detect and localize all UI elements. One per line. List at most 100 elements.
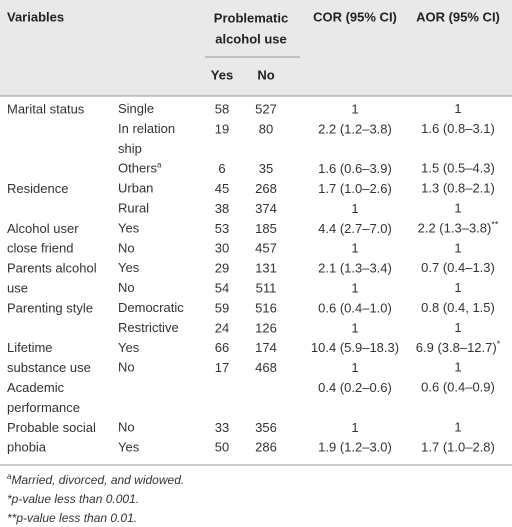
level-label: Restrictive bbox=[118, 320, 179, 335]
count-yes: 30 bbox=[215, 241, 229, 256]
count-yes: 19 bbox=[215, 121, 229, 136]
cor-value: 1.7 (1.0–2.6) bbox=[318, 181, 392, 196]
cor-value: 1 bbox=[351, 241, 358, 256]
count-yes: 50 bbox=[215, 440, 229, 455]
variable-label: use bbox=[7, 281, 28, 296]
count-no: 131 bbox=[255, 261, 277, 276]
cor-value: 1 bbox=[351, 201, 358, 216]
level-text: Rural bbox=[118, 201, 149, 216]
level-label: No bbox=[118, 281, 135, 296]
level-label: Single bbox=[118, 101, 154, 116]
cor-value: 1 bbox=[351, 320, 358, 335]
cor-value: 10.4 (5.9–18.3) bbox=[311, 340, 399, 355]
footnote-text: Married, divorced, and widowed. bbox=[11, 473, 184, 487]
header-yes: Yes bbox=[211, 67, 233, 82]
aor-text: 1.3 (0.8–2.1) bbox=[421, 181, 495, 196]
aor-text: 1.7 (1.0–2.8) bbox=[421, 440, 495, 455]
count-yes: 45 bbox=[215, 181, 229, 196]
count-no: 516 bbox=[255, 300, 277, 315]
count-yes: 17 bbox=[215, 360, 229, 375]
aor-value: 1 bbox=[454, 281, 461, 296]
aor-value: 1 bbox=[454, 420, 461, 435]
level-label: Urban bbox=[118, 181, 153, 196]
variable-label: Probable social bbox=[7, 420, 96, 435]
count-yes: 6 bbox=[218, 161, 225, 176]
cor-value: 1.6 (0.6–3.9) bbox=[318, 161, 392, 176]
level-text: No bbox=[118, 360, 135, 375]
aor-text: 1 bbox=[454, 201, 461, 216]
aor-value: 1 bbox=[454, 360, 461, 375]
count-no: 457 bbox=[255, 241, 277, 256]
cor-value: 2.2 (1.2–3.8) bbox=[318, 121, 392, 136]
level-text: Urban bbox=[118, 181, 153, 196]
aor-text: 1 bbox=[454, 320, 461, 335]
count-yes: 58 bbox=[215, 101, 229, 116]
significance-mark: * bbox=[497, 339, 501, 349]
aor-value: 1.3 (0.8–2.1) bbox=[421, 181, 495, 196]
variable-label: Academic bbox=[7, 380, 65, 395]
level-label: Yes bbox=[118, 440, 140, 455]
header-aor: AOR (95% CI) bbox=[416, 9, 500, 24]
aor-text: 1 bbox=[454, 241, 461, 256]
aor-value: 0.8 (0.4, 1.5) bbox=[421, 300, 495, 315]
level-text: Others bbox=[118, 161, 158, 176]
level-label: Yes bbox=[118, 261, 140, 276]
variable-label: Alcohol user bbox=[7, 221, 79, 236]
aor-value: 1 bbox=[454, 241, 461, 256]
level-text: No bbox=[118, 420, 135, 435]
count-yes: 24 bbox=[215, 320, 229, 335]
level-text: Restrictive bbox=[118, 320, 179, 335]
aor-text: 2.2 (1.3–3.8) bbox=[418, 221, 492, 236]
footnote: **p-value less than 0.01. bbox=[7, 511, 137, 525]
header-outcome: Problematic bbox=[214, 10, 288, 25]
cor-value: 1.9 (1.2–3.0) bbox=[318, 440, 392, 455]
footnote-text: **p-value less than 0.01. bbox=[7, 511, 137, 525]
count-no: 356 bbox=[255, 420, 277, 435]
variable-label: close friend bbox=[7, 241, 73, 256]
aor-value: 2.2 (1.3–3.8)** bbox=[418, 220, 499, 236]
aor-text: 1 bbox=[454, 420, 461, 435]
level-label: No bbox=[118, 241, 135, 256]
aor-text: 1.5 (0.5–4.3) bbox=[421, 161, 495, 176]
cor-value: 0.4 (0.2–0.6) bbox=[318, 380, 392, 395]
variable-label: Marital status bbox=[7, 101, 85, 116]
count-no: 286 bbox=[255, 440, 277, 455]
header-no: No bbox=[257, 67, 274, 82]
level-label: ship bbox=[118, 141, 142, 156]
level-text: Single bbox=[118, 101, 154, 116]
level-text: ship bbox=[118, 141, 142, 156]
level-label: Yes bbox=[118, 221, 140, 236]
footnote: *p-value less than 0.001. bbox=[7, 492, 139, 506]
cor-value: 2.1 (1.3–3.4) bbox=[318, 261, 392, 276]
aor-text: 0.8 (0.4, 1.5) bbox=[421, 300, 495, 315]
count-yes: 38 bbox=[215, 201, 229, 216]
level-label: In relation bbox=[118, 121, 175, 136]
count-yes: 66 bbox=[215, 340, 229, 355]
count-no: 511 bbox=[256, 281, 277, 296]
count-no: 174 bbox=[255, 340, 277, 355]
aor-value: 6.9 (3.8–12.7)* bbox=[416, 339, 501, 355]
header-background bbox=[0, 0, 512, 96]
variable-label: performance bbox=[7, 400, 80, 415]
header-outcome: alcohol use bbox=[215, 31, 287, 46]
aor-text: 0.7 (0.4–1.3) bbox=[421, 261, 495, 276]
aor-value: 1.7 (1.0–2.8) bbox=[421, 440, 495, 455]
aor-text: 1 bbox=[454, 281, 461, 296]
level-label: Rural bbox=[118, 201, 149, 216]
level-label: Democratic bbox=[118, 300, 184, 315]
level-text: No bbox=[118, 281, 135, 296]
header-variables: Variables bbox=[7, 9, 64, 24]
aor-text: 6.9 (3.8–12.7) bbox=[416, 340, 497, 355]
cor-value: 1 bbox=[351, 281, 358, 296]
aor-text: 0.6 (0.4–0.9) bbox=[421, 380, 495, 395]
count-no: 468 bbox=[255, 360, 277, 375]
footnote-mark: a bbox=[157, 161, 162, 170]
level-text: Yes bbox=[118, 261, 140, 276]
count-yes: 29 bbox=[215, 261, 229, 276]
aor-value: 1 bbox=[454, 320, 461, 335]
aor-value: 0.6 (0.4–0.9) bbox=[421, 380, 495, 395]
count-yes: 53 bbox=[215, 221, 229, 236]
footnote: aMarried, divorced, and widowed. bbox=[7, 472, 184, 487]
aor-value: 0.7 (0.4–1.3) bbox=[421, 261, 495, 276]
